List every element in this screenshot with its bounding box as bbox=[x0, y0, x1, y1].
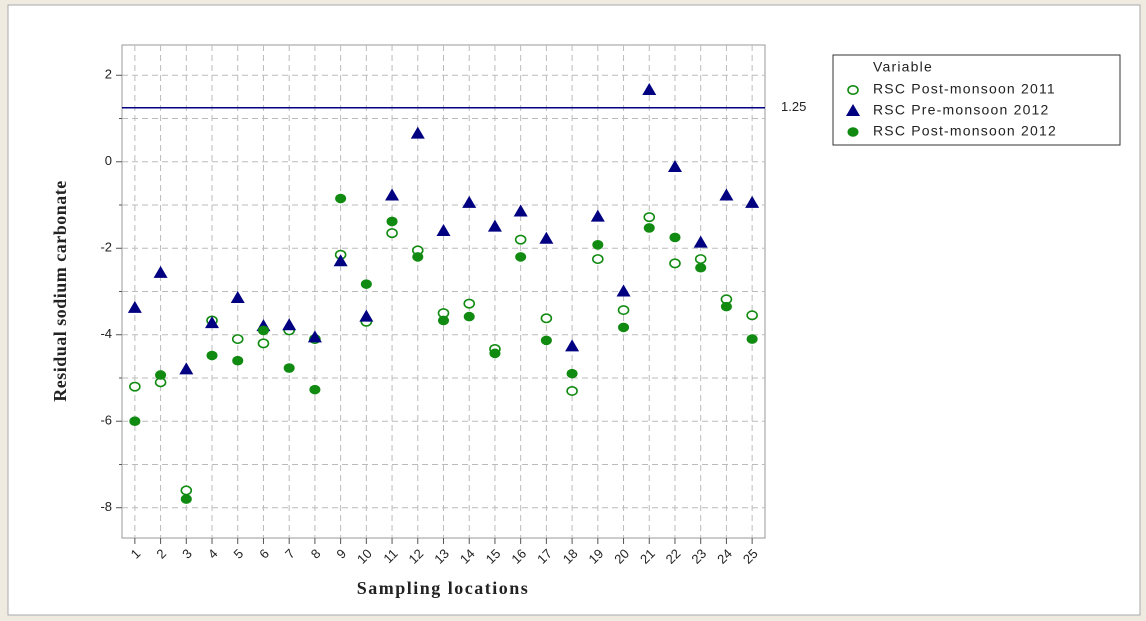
point bbox=[669, 232, 681, 243]
legend-box bbox=[832, 54, 1121, 146]
point bbox=[566, 385, 578, 396]
point bbox=[720, 301, 732, 312]
point bbox=[359, 309, 374, 322]
point bbox=[719, 188, 734, 201]
point bbox=[386, 228, 398, 239]
point bbox=[643, 212, 656, 223]
point bbox=[540, 313, 553, 324]
point bbox=[643, 223, 655, 233]
legend-swatch bbox=[846, 104, 860, 116]
point bbox=[180, 494, 192, 504]
y-axis-title: Residual sodium carbonate bbox=[50, 180, 70, 402]
y-tick-label: -6 bbox=[100, 413, 112, 428]
point bbox=[232, 355, 244, 366]
point bbox=[462, 195, 477, 208]
point bbox=[283, 363, 295, 373]
legend-label: RSC Post-monsoon 2012 bbox=[873, 123, 1057, 139]
point bbox=[592, 254, 604, 265]
point bbox=[333, 254, 348, 267]
point bbox=[617, 305, 630, 316]
point bbox=[618, 322, 630, 333]
legend-label: RSC Post-monsoon 2011 bbox=[873, 81, 1056, 97]
point bbox=[335, 193, 347, 204]
legend-swatch bbox=[847, 127, 859, 137]
point bbox=[155, 370, 167, 380]
point bbox=[205, 316, 220, 329]
y-tick-label: -8 bbox=[100, 499, 112, 514]
point bbox=[385, 188, 400, 201]
y-tick-label: -4 bbox=[100, 326, 112, 341]
point bbox=[360, 279, 372, 289]
point bbox=[694, 254, 707, 265]
point bbox=[307, 330, 322, 343]
point bbox=[282, 318, 297, 331]
point bbox=[410, 126, 425, 139]
point bbox=[565, 339, 580, 352]
point bbox=[487, 219, 502, 232]
legend-title: Variable bbox=[873, 59, 933, 75]
point bbox=[566, 368, 578, 379]
point bbox=[746, 334, 758, 344]
y-tick-label: -2 bbox=[100, 240, 112, 255]
legend-swatch bbox=[847, 85, 859, 96]
point bbox=[257, 325, 269, 336]
point bbox=[540, 335, 552, 346]
point bbox=[667, 159, 682, 172]
point bbox=[642, 82, 657, 95]
legend-label: RSC Pre-monsoon 2012 bbox=[873, 102, 1050, 118]
point bbox=[693, 235, 708, 248]
x-axis-title: Sampling locations bbox=[357, 578, 530, 598]
point bbox=[513, 204, 528, 217]
y-tick-label: 0 bbox=[105, 153, 112, 168]
y-tick-label: 2 bbox=[105, 67, 112, 82]
point bbox=[129, 381, 141, 392]
point bbox=[257, 338, 270, 349]
point bbox=[309, 384, 321, 395]
point bbox=[127, 300, 142, 313]
point bbox=[438, 315, 449, 326]
point bbox=[669, 258, 681, 269]
point bbox=[463, 311, 475, 322]
point bbox=[515, 252, 527, 262]
point bbox=[616, 284, 631, 297]
point bbox=[231, 334, 244, 345]
reference-label: 1.25 bbox=[781, 99, 806, 114]
point bbox=[436, 223, 451, 236]
point bbox=[179, 362, 194, 375]
point bbox=[539, 231, 554, 244]
point bbox=[180, 485, 193, 496]
point bbox=[129, 416, 141, 427]
point bbox=[153, 265, 168, 278]
point bbox=[592, 239, 604, 250]
point bbox=[206, 350, 218, 361]
point bbox=[230, 290, 245, 303]
point bbox=[386, 216, 398, 227]
point bbox=[412, 252, 424, 262]
point bbox=[489, 348, 501, 359]
point bbox=[514, 234, 527, 245]
point bbox=[590, 209, 605, 222]
point bbox=[695, 262, 707, 273]
point bbox=[746, 310, 758, 321]
point bbox=[463, 298, 476, 309]
point bbox=[745, 195, 760, 208]
